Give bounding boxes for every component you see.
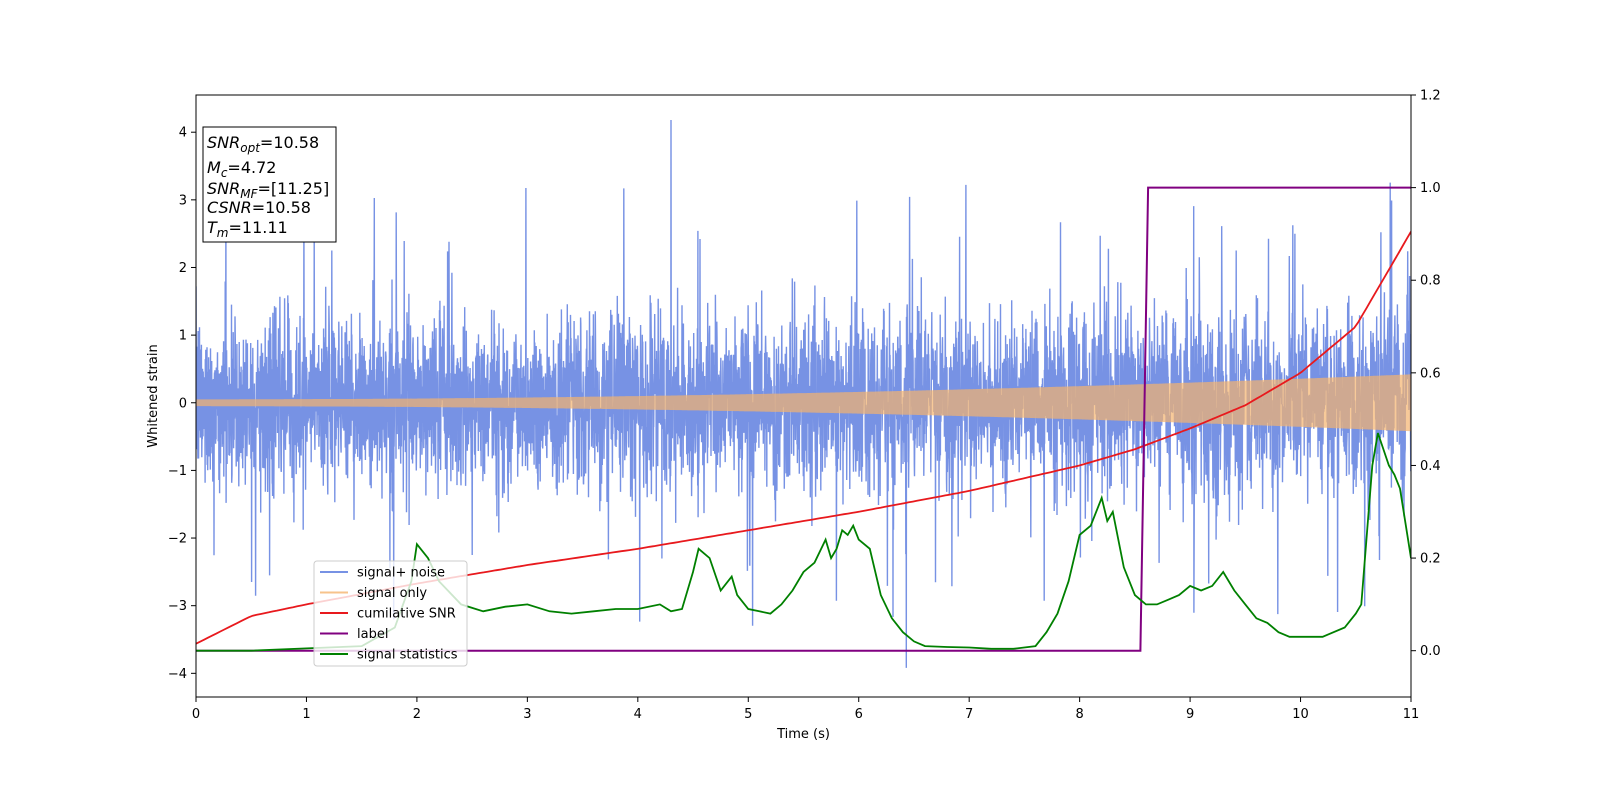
info-value: =10.58 <box>260 133 319 152</box>
series-signal-statistics-line <box>196 432 1411 652</box>
y-tick-label: −4 <box>168 667 187 682</box>
x-tick-label: 11 <box>1403 707 1420 722</box>
y-tick-label: −2 <box>168 532 187 547</box>
info-value: =4.72 <box>227 158 276 177</box>
y-axis-label: Whitened strain <box>146 344 161 447</box>
info-line: Tm=11.11 <box>207 218 288 240</box>
legend: signal+ noise signal only cumilative SNR la… <box>313 560 468 667</box>
x-tick-label: 10 <box>1292 707 1309 722</box>
x-tick-label: 4 <box>634 707 642 722</box>
legend-entry: signal+ noise <box>357 566 445 581</box>
info-var: CSNR <box>207 198 252 217</box>
y2-tick-label: 0.6 <box>1420 366 1441 381</box>
y-tick-label: 1 <box>179 329 187 344</box>
y-tick-label: 4 <box>179 126 187 141</box>
y2-tick-label: 0.2 <box>1420 552 1441 567</box>
legend-entry: label <box>357 627 388 642</box>
y2-tick-label: 0.8 <box>1420 274 1441 289</box>
info-line: Mc=4.72 <box>207 158 276 180</box>
info-sub: MF <box>240 187 258 201</box>
x-tick-label: 0 <box>192 707 200 722</box>
info-value: =11.11 <box>228 218 287 237</box>
y-axis-right: 0.0 0.2 0.4 0.6 0.8 1.0 1.2 <box>1411 89 1441 659</box>
y2-tick-label: 0.4 <box>1420 459 1441 474</box>
info-value: =[11.25] <box>258 179 330 198</box>
info-var: M <box>207 158 221 177</box>
info-box-frame <box>202 126 337 243</box>
info-var: SNR <box>207 179 240 198</box>
legend-entry: signal statistics <box>357 648 458 663</box>
series-label-line <box>196 186 1411 652</box>
info-var: SNR <box>207 133 240 152</box>
x-tick-label: 6 <box>855 707 863 722</box>
series-signal-noise-line <box>196 119 1411 668</box>
x-tick-label: 9 <box>1186 707 1194 722</box>
x-tick-label: 5 <box>744 707 752 722</box>
info-line: SNRopt=10.58 <box>207 133 319 155</box>
legend-frame <box>313 560 468 667</box>
y2-tick-label: 1.0 <box>1420 181 1441 196</box>
info-sub: opt <box>240 141 261 155</box>
y2-tick-label: 0.0 <box>1420 644 1441 659</box>
y-axis-left: −4 −3 −2 −1 0 1 2 3 4 <box>168 126 196 682</box>
y-tick-label: 0 <box>179 396 187 411</box>
y-tick-label: −1 <box>168 464 187 479</box>
plot-frame <box>195 94 1412 698</box>
x-axis: 0 1 2 3 4 5 6 7 8 9 10 11 <box>192 697 1419 722</box>
info-var: T <box>207 218 218 237</box>
x-tick-label: 7 <box>965 707 973 722</box>
info-sub: c <box>221 166 228 180</box>
x-tick-label: 8 <box>1075 707 1083 722</box>
info-box: SNRopt=10.58Mc=4.72SNRMF=[11.25]CSNR=10.… <box>202 126 337 243</box>
y-tick-label: 2 <box>179 261 187 276</box>
y2-tick-label: 1.2 <box>1420 89 1441 104</box>
y-tick-label: 3 <box>179 193 187 208</box>
x-tick-label: 1 <box>302 707 310 722</box>
info-sub: m <box>217 226 229 240</box>
x-tick-label: 3 <box>523 707 531 722</box>
legend-entry: cumilative SNR <box>357 607 456 622</box>
y-tick-label: −3 <box>168 599 187 614</box>
series-signal-only-line <box>196 374 1411 432</box>
info-line: SNRMF=[11.25] <box>207 179 329 201</box>
x-axis-label: Time (s) <box>776 727 830 742</box>
legend-entry: signal only <box>357 586 427 601</box>
x-tick-label: 2 <box>413 707 421 722</box>
info-value: =10.58 <box>252 198 311 217</box>
info-line: CSNR=10.58 <box>207 198 311 217</box>
